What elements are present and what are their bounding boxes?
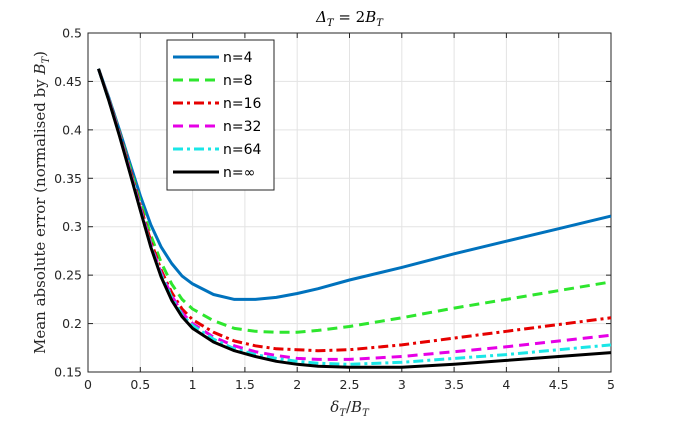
- x-tick-label: 0.5: [130, 377, 150, 392]
- y-tick-label: 0.5: [62, 26, 82, 41]
- y-tick-label: 0.3: [62, 219, 82, 234]
- series-line-4: [97, 68, 612, 361]
- legend-label: n=16: [223, 96, 262, 112]
- legend-label: n=8: [223, 73, 253, 89]
- grid-lines: [87, 32, 612, 373]
- series-line-3: [97, 68, 612, 353]
- y-tick-label: 0.45: [54, 74, 82, 89]
- y-tick-label: 0.15: [54, 365, 82, 380]
- legend-box: [166, 39, 275, 191]
- series-group: [97, 68, 612, 369]
- legend-label: n=4: [223, 50, 253, 66]
- y-tick-label: 0.4: [62, 122, 82, 137]
- x-tick-label: 5: [607, 377, 615, 392]
- y-tick-label: 0.2: [62, 316, 82, 331]
- y-axis-label: Mean absolute error (normalised by BT): [31, 51, 52, 354]
- axis-ticks: 0 0.5 1 1.5 2 2.5 3 3.5 4 4.5 5 0.15 0.2 0.25 0.3 0.35 0…: [54, 26, 615, 393]
- x-axis-label: δT/BT: [330, 398, 370, 419]
- x-tick-label: 3.5: [444, 377, 464, 392]
- y-tick-label: 0.25: [54, 268, 82, 283]
- legend-label: n=∞: [223, 165, 255, 181]
- x-tick-label: 4: [502, 377, 510, 392]
- x-tick-label: 2.5: [340, 377, 360, 392]
- y-tick-label: 0.35: [54, 171, 82, 186]
- chart-title: ΔT = 2BT: [315, 8, 384, 29]
- x-tick-label: 3: [398, 377, 406, 392]
- x-tick-label: 0: [84, 377, 92, 392]
- x-tick-label: 1: [189, 377, 197, 392]
- x-tick-label: 4.5: [549, 377, 569, 392]
- legend: n=4 n=8 n=16 n=32 n=64 n=∞: [166, 39, 275, 191]
- legend-label: n=32: [223, 119, 261, 135]
- series-line-6: [97, 68, 612, 369]
- x-tick-label: 1.5: [235, 377, 255, 392]
- legend-label: n=64: [223, 142, 262, 158]
- x-tick-label: 2: [293, 377, 301, 392]
